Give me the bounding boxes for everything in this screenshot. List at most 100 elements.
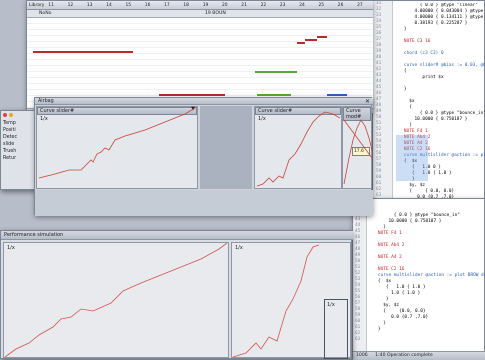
ruler-mark: 22 [260, 3, 267, 8]
side-label[interactable]: Positi [3, 128, 16, 133]
line-number: 60 [355, 319, 361, 324]
note-bar[interactable] [257, 94, 291, 96]
line-number: 52 [355, 271, 361, 276]
ruler-mark: 24 [299, 3, 305, 8]
line-number: 62 [376, 187, 382, 192]
line-number: 48 [355, 247, 361, 252]
line-number: 63 [376, 193, 382, 198]
line-number: 46 [376, 91, 382, 96]
ruler-mark: Library [29, 3, 45, 8]
timeline-ruler[interactable]: Library 11 12 13 14 15 16 17 18 19 20 21 22 23 24 25 26 2… [27, 1, 373, 10]
line-number: 50 [376, 115, 382, 120]
note-bar[interactable] [33, 51, 133, 53]
line-number: 63 [355, 337, 361, 342]
axis-label: 1/x [235, 245, 243, 251]
side-label[interactable]: Detec [3, 135, 18, 140]
note-bar[interactable] [305, 39, 317, 41]
line-number: 44 [376, 79, 382, 84]
line-number: 58 [376, 163, 382, 168]
axis-label: 1/x [40, 116, 48, 122]
ruler-mark: 26 [337, 3, 344, 8]
note-bar[interactable] [297, 42, 305, 44]
line-number-gutter: 4041424344454647484950515253545556575859… [353, 199, 367, 351]
ruler-mark: 14 [106, 3, 112, 8]
line-number: 61 [376, 181, 382, 186]
line-number: 31 [376, 1, 382, 6]
curves-empty-area [200, 106, 252, 189]
status-bar: 1006 1:40 Operation complete [353, 351, 485, 360]
line-number: 41 [376, 61, 382, 66]
perf-title: Performance simulation [4, 232, 64, 238]
close-icon[interactable]: ✕ [364, 98, 370, 105]
track-label: NoNo [39, 11, 52, 16]
line-number: 54 [376, 139, 382, 144]
curve-slider-2[interactable]: Curve slider# 1/x [254, 106, 342, 189]
inspector-window: Temp Positi Detec slide Trueh Retur [0, 110, 38, 190]
code-editor-window-mid: 4041424344454647484950515253545556575859… [352, 198, 485, 360]
track-value: 19 BOUN [205, 11, 226, 16]
curves-plot [38, 107, 373, 187]
curve-header: Curve slider# [255, 107, 341, 115]
side-label[interactable]: Temp [3, 121, 16, 126]
ruler-mark: 25 [318, 3, 325, 8]
side-label-list: Temp Positi Detec slide Trueh Retur [3, 120, 37, 162]
ruler-mark: 16 [144, 3, 151, 8]
window-controls[interactable] [3, 113, 15, 118]
curve-line-1 [38, 107, 196, 179]
curves-title: Airbag [38, 99, 54, 104]
curve-title: Curve mod# [346, 108, 362, 120]
ruler-mark: 27 [357, 3, 363, 8]
popup-text: 17.6 [354, 149, 364, 154]
line-number: 46 [355, 235, 361, 240]
curve-line-2 [256, 111, 341, 187]
curves-title-bar: Airbag ✕ [35, 98, 373, 105]
line-number: 53 [355, 277, 361, 282]
line-number: 47 [376, 97, 382, 102]
line-number: 54 [355, 283, 361, 288]
line-number: 40 [376, 55, 382, 60]
line-number: 56 [376, 151, 382, 156]
line-number: 57 [355, 301, 361, 306]
ruler-mark: 21 [241, 3, 247, 8]
curve-header: Curve mod# [343, 107, 371, 121]
ruler-mark: 11 [48, 3, 54, 8]
curve-line-3b [343, 119, 373, 159]
line-number: 45 [355, 229, 361, 234]
line-number: 32 [376, 7, 382, 12]
line-numbers: 4041424344454647484950515253545556575859… [353, 199, 366, 343]
axis-label: 1/x [258, 116, 266, 122]
curve-mod-3[interactable]: Curve mod# 17.6 [342, 106, 372, 189]
code-text[interactable]: { 0.0 } @type "linear" 4.00000 { 0.04300… [396, 3, 485, 212]
note-bar[interactable] [317, 36, 327, 38]
line-number: 59 [376, 169, 382, 174]
perf-plot-pane-2[interactable]: 1/x 1/x [231, 242, 351, 359]
perf-plot-pane-1[interactable]: 1/x [3, 242, 229, 358]
line-number: 43 [355, 217, 361, 222]
note-bar[interactable] [159, 94, 225, 96]
line-number: 51 [355, 265, 361, 270]
status-text: 1:40 Operation complete [375, 353, 433, 358]
line-number: 57 [376, 157, 382, 162]
line-number: 56 [355, 295, 361, 300]
line-number: 50 [355, 259, 361, 264]
curve-title: Curve slider# [40, 108, 75, 114]
line-number: 37 [376, 37, 382, 42]
timeline-window: Library 11 12 13 14 15 16 17 18 19 20 21 22 23 24 25 26 2… [26, 0, 373, 113]
line-number: 42 [376, 67, 382, 72]
line-number: 47 [355, 241, 361, 246]
line-number: 39 [376, 49, 382, 54]
line-number: 55 [376, 145, 382, 150]
line-number: 49 [376, 109, 382, 114]
minimize-icon[interactable] [8, 113, 13, 117]
code-text[interactable]: { 0.0 } @type "bounce_in" 10.0000 { 0.75… [370, 213, 485, 332]
note-bar[interactable] [255, 71, 297, 73]
line-number: 38 [376, 43, 382, 48]
side-label[interactable]: Trueh [3, 149, 17, 154]
close-icon[interactable] [3, 113, 7, 117]
side-label[interactable]: Retur [3, 156, 16, 161]
ruler-mark: 15 [125, 3, 132, 8]
line-number: 45 [376, 85, 382, 90]
side-label[interactable]: slide [3, 142, 15, 147]
note-bar[interactable] [327, 94, 347, 96]
status-number: 1006 [356, 353, 368, 358]
